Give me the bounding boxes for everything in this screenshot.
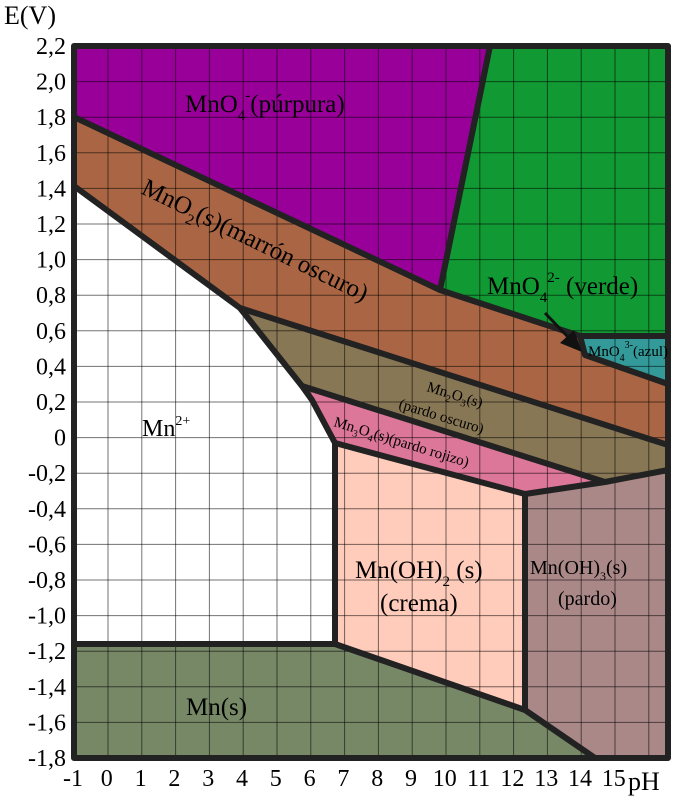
label-mnoh3-line2: (pardo) xyxy=(558,588,617,610)
y-tick-label: 1,0 xyxy=(36,248,66,274)
label-mnoh2-line2: (crema) xyxy=(380,590,458,617)
label-mno4-2: MnO42- (verde) xyxy=(487,270,638,306)
y-tick-label: 0,4 xyxy=(36,354,66,380)
x-tick-label: 9 xyxy=(405,766,417,792)
region-mno4-2-verde xyxy=(440,46,668,336)
phase-boundaries xyxy=(71,43,671,761)
y-tick-label: 1,2 xyxy=(36,212,66,238)
x-tick-label: 6 xyxy=(304,766,316,792)
y-tick-label: -0,6 xyxy=(28,532,66,558)
y-tick-label: 1,6 xyxy=(36,141,66,167)
boundary-mno4-vertical xyxy=(437,43,493,293)
y-tick-label: 1,4 xyxy=(36,176,66,202)
x-tick-label: 7 xyxy=(337,766,349,792)
y-axis-title: E(V) xyxy=(4,1,56,30)
label-mno4: MnO4-(púrpura) xyxy=(185,88,345,124)
region-mnoh3-pardo xyxy=(525,470,668,758)
x-tick-label: 12 xyxy=(500,766,524,792)
y-tick-label: 0,6 xyxy=(36,319,66,345)
y-tick-label: -0,8 xyxy=(28,568,66,594)
region-mn2o3-pardo-oscuro xyxy=(240,308,668,482)
region-mn2plus xyxy=(74,186,335,644)
x-tick-label: 13 xyxy=(534,766,558,792)
x-tick-label: 0 xyxy=(101,766,113,792)
label-mn2plus: Mn2+ xyxy=(142,414,190,442)
x-tick-label: 10 xyxy=(433,766,457,792)
x-tick-labels: -1 0 1 2 3 4 5 6 7 8 9 10 11 12 13 14 15 xyxy=(63,766,626,792)
boundary-mn-solid xyxy=(71,641,598,761)
y-tick-label: 2,0 xyxy=(36,70,66,96)
boundary-mno4-mno2 xyxy=(71,114,671,339)
x-tick-label: 3 xyxy=(202,766,214,792)
x-tick-label: 4 xyxy=(236,766,248,792)
x-tick-label: 14 xyxy=(568,766,592,792)
y-tick-label: 1,8 xyxy=(36,105,66,131)
x-tick-label: 8 xyxy=(371,766,383,792)
y-tick-label: -1,4 xyxy=(28,675,66,701)
x-tick-label: 1 xyxy=(135,766,147,792)
region-mno4-3-azul xyxy=(580,336,668,384)
y-tick-label: 0,8 xyxy=(36,283,66,309)
y-tick-label: 0,2 xyxy=(36,390,66,416)
region-mno2-marron xyxy=(74,117,668,445)
label-mnoh2: Mn(OH)2 (s) xyxy=(355,557,483,590)
y-tick-label: -1,0 xyxy=(28,604,66,630)
y-tick-label: -1,8 xyxy=(28,746,66,772)
arrow-head-icon xyxy=(560,330,582,352)
y-tick-label: -1,2 xyxy=(28,639,66,665)
region-mn-solid xyxy=(74,644,595,758)
y-tick-label: 0 xyxy=(54,426,66,452)
y-tick-label: -0,2 xyxy=(28,461,66,487)
y-tick-label: -1,6 xyxy=(28,710,66,736)
x-tick-label: 11 xyxy=(467,766,490,792)
x-tick-label: 5 xyxy=(270,766,282,792)
arrow-line xyxy=(543,311,570,339)
y-tick-label: 2,2 xyxy=(36,34,66,60)
grid-lines xyxy=(74,46,668,758)
label-mno4-3: MnO43-(azul) xyxy=(588,340,668,364)
boundary-mno4-3 xyxy=(577,333,671,387)
y-tick-label: -0,4 xyxy=(28,497,66,523)
plot-frame xyxy=(71,43,671,761)
x-tick-label: -1 xyxy=(63,766,83,792)
y-tick-labels: 2,2 2,0 1,8 1,6 1,4 1,2 1,0 0,8 0,6 0,4 0,2 0 -0,2 -0… xyxy=(28,34,66,772)
region-mnoh2-crema xyxy=(335,443,525,710)
region-mno4-purpura xyxy=(74,46,490,290)
x-tick-label: 15 xyxy=(602,766,626,792)
x-tick-label: 2 xyxy=(168,766,180,792)
label-mn2o3: Mn2O3(s) xyxy=(424,380,485,415)
label-mn-solid: Mn(s) xyxy=(186,694,247,721)
label-mnoh3: Mn(OH)3(s) xyxy=(530,557,627,583)
boundary-mn2-oxides xyxy=(237,305,338,647)
x-axis-title: pH xyxy=(628,767,660,796)
